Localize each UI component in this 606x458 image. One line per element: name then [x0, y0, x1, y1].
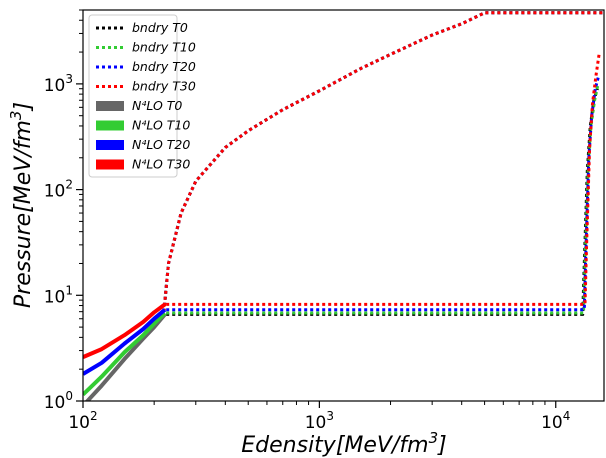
- y-axis-label: Pressure[MeV/fm3]: [7, 102, 36, 308]
- legend-item-bndry-t0: bndry T0: [96, 20, 188, 35]
- legend-label: bndry T20: [132, 59, 196, 74]
- legend-label: N⁴LO T0: [132, 98, 182, 113]
- legend-item-bndry-t30: bndry T30: [96, 79, 196, 94]
- legend-item-n-lo-t30: N⁴LO T30: [96, 157, 190, 172]
- legend-item-n-lo-t10: N⁴LO T10: [96, 118, 190, 133]
- legend-item-n-lo-t0: N⁴LO T0: [96, 98, 182, 113]
- legend-frame: [88, 14, 178, 178]
- legend-label: N⁴LO T10: [132, 118, 190, 133]
- legend-label: N⁴LO T20: [132, 137, 190, 152]
- legend-swatch: [96, 159, 124, 170]
- legend-swatch: [96, 101, 124, 111]
- series-line-n-lo-t30: [83, 302, 167, 359]
- y-tick-label-1: 101: [44, 283, 73, 307]
- tick-layer: 102 103 104 100 101 102 103: [44, 9, 570, 433]
- legend-swatch: [96, 120, 124, 131]
- legend-label: bndry T0: [132, 20, 188, 35]
- legend-item-n-lo-t20: N⁴LO T20: [96, 137, 190, 152]
- series-line-bndry-t30-lower: [166, 51, 601, 306]
- y-tick-label-3: 103: [44, 72, 73, 96]
- x-tick-label-4: 104: [541, 409, 570, 433]
- legend-item-bndry-t10: bndry T10: [96, 40, 196, 55]
- legend-label: bndry T30: [132, 79, 196, 94]
- series-line-bndry-t0-lower: [166, 88, 599, 316]
- series-line-bndry-t10-lower: [166, 83, 600, 315]
- y-tick-label-2: 102: [44, 178, 73, 202]
- legend-swatch: [96, 140, 124, 150]
- legend-label: N⁴LO T30: [132, 157, 190, 172]
- series-line-bndry-t30: [162, 11, 604, 312]
- legend: bndry T0 bndry T10 bndry T20 bndry T30 N⁴LO …: [88, 14, 196, 178]
- x-tick-label-3: 103: [305, 409, 334, 433]
- y-tick-label-0: 100: [44, 389, 73, 413]
- series-line-bndry-t20-lower: [166, 75, 601, 312]
- legend-label: bndry T10: [132, 40, 196, 55]
- series-line-n-lo-t0: [84, 313, 167, 401]
- series-layer: [83, 11, 604, 401]
- series-line-n-lo-t10: [83, 311, 167, 397]
- series-line-n-lo-t20: [83, 308, 167, 376]
- legend-item-bndry-t20: bndry T20: [96, 59, 196, 74]
- x-tick-label-2: 102: [68, 409, 97, 433]
- x-axis-label: Edensity[MeV/fm3]: [241, 429, 446, 458]
